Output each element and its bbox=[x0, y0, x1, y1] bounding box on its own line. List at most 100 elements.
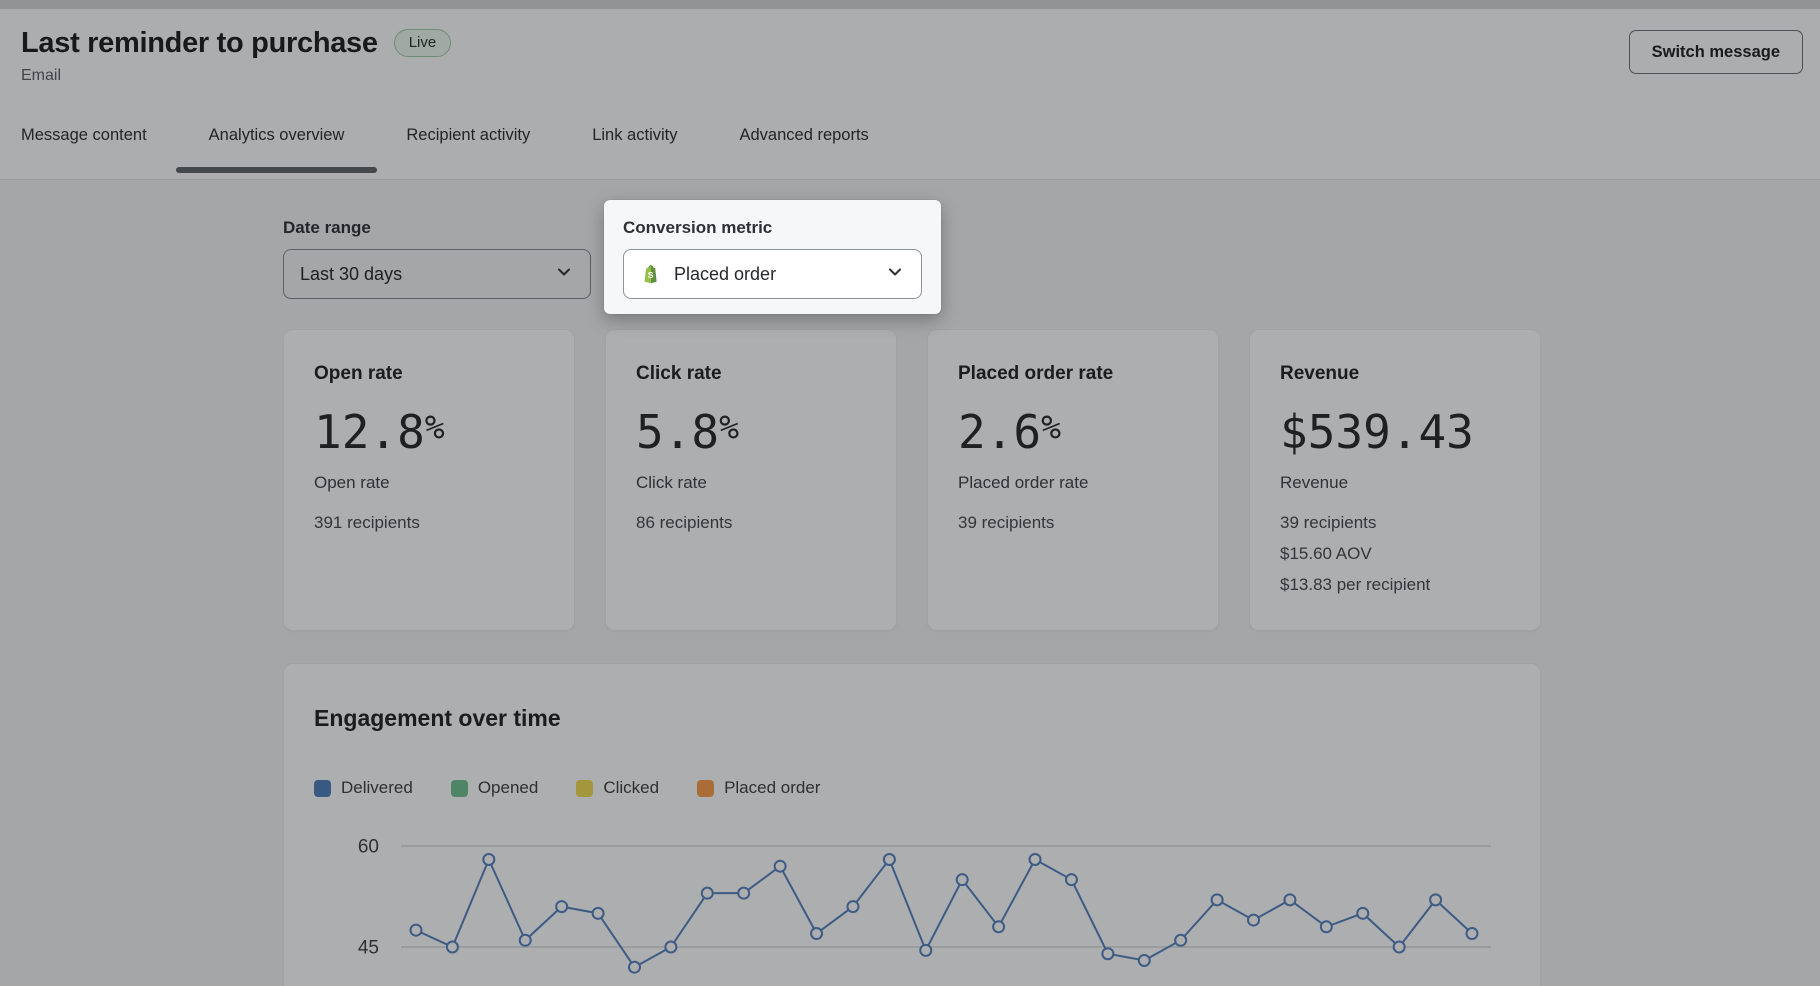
data-point[interactable] bbox=[700, 886, 714, 900]
legend-item-clicked[interactable]: Clicked bbox=[576, 778, 659, 798]
engagement-over-time-card: Engagement over time Delivered Opened Clic… bbox=[283, 663, 1541, 986]
conversion-metric-spotlight: Conversion metric S Placed order bbox=[604, 200, 941, 314]
data-point[interactable] bbox=[591, 906, 605, 920]
metric-card-subtitle: Placed order rate bbox=[958, 473, 1089, 492]
chevron-down-icon bbox=[885, 262, 905, 287]
data-point[interactable] bbox=[409, 923, 423, 937]
metric-card-title: Open rate bbox=[314, 363, 403, 384]
metric-card-details: 39 recipients $15.60 AOV $13.83 per recipi… bbox=[1280, 507, 1510, 600]
tab-link-activity[interactable]: Link activity bbox=[592, 126, 678, 144]
metric-value-suffix: % bbox=[719, 407, 740, 447]
legend-label: Delivered bbox=[341, 778, 413, 797]
data-point[interactable] bbox=[1174, 933, 1188, 947]
data-point[interactable] bbox=[1465, 927, 1479, 941]
metric-card-click-rate: Click rate 5.8% Click rate 86 recipients bbox=[605, 329, 897, 631]
data-point[interactable] bbox=[1319, 920, 1333, 934]
data-point[interactable] bbox=[810, 927, 824, 941]
data-point[interactable] bbox=[445, 940, 459, 954]
page-header: Last reminder to purchase Live Email Swi… bbox=[0, 9, 1820, 180]
data-point[interactable] bbox=[846, 900, 860, 914]
data-point[interactable] bbox=[1247, 913, 1261, 927]
metric-card-details: 391 recipients bbox=[314, 507, 544, 538]
svg-text:S: S bbox=[648, 270, 654, 280]
metric-card-placed-order-rate: Placed order rate 2.6% Placed order rate 39… bbox=[927, 329, 1219, 631]
tab-recipient-activity[interactable]: Recipient activity bbox=[406, 126, 531, 144]
conversion-metric-select[interactable]: S Placed order bbox=[623, 249, 922, 299]
data-point[interactable] bbox=[773, 859, 787, 873]
data-point[interactable] bbox=[627, 960, 641, 974]
legend-label: Opened bbox=[477, 778, 539, 797]
legend-item-delivered[interactable]: Delivered bbox=[314, 778, 413, 798]
metric-detail-line: 391 recipients bbox=[314, 513, 420, 532]
metric-detail-line: 86 recipients bbox=[636, 513, 733, 532]
metric-detail-line: $15.60 AOV bbox=[1280, 544, 1372, 563]
filter-controls: Date range Last 30 days Conversion metri… bbox=[0, 180, 1820, 314]
data-point[interactable] bbox=[1137, 953, 1151, 967]
date-range-select[interactable]: Last 30 days bbox=[283, 249, 591, 299]
metric-card-subtitle: Click rate bbox=[636, 473, 707, 492]
legend-item-opened[interactable]: Opened bbox=[450, 778, 539, 798]
metric-card-title: Placed order rate bbox=[958, 363, 1114, 384]
metric-cards-row: Open rate 12.8% Open rate 391 recipients Cli… bbox=[283, 329, 1820, 631]
metric-detail-line: 39 recipients bbox=[1280, 513, 1377, 532]
data-point[interactable] bbox=[482, 852, 496, 866]
date-range-group: Date range Last 30 days bbox=[283, 200, 591, 299]
chart-legend: Delivered Opened Clicked Placed order bbox=[314, 778, 1510, 798]
data-point[interactable] bbox=[955, 873, 969, 887]
status-badge: Live bbox=[393, 29, 452, 57]
data-point[interactable] bbox=[919, 943, 933, 957]
tab-advanced-reports[interactable]: Advanced reports bbox=[739, 126, 869, 144]
data-point[interactable] bbox=[1283, 893, 1297, 907]
data-point[interactable] bbox=[1429, 893, 1443, 907]
conversion-metric-label: Conversion metric bbox=[623, 218, 773, 237]
legend-label: Placed order bbox=[724, 778, 821, 797]
metric-card-open-rate: Open rate 12.8% Open rate 391 recipients bbox=[283, 329, 575, 631]
data-point[interactable] bbox=[1392, 940, 1406, 954]
analytics-content: Date range Last 30 days Conversion metri… bbox=[0, 180, 1820, 986]
chart-title: Engagement over time bbox=[314, 705, 561, 731]
metric-card-value: 2.6% bbox=[958, 405, 1062, 459]
data-point[interactable] bbox=[1064, 873, 1078, 887]
page-title: Last reminder to purchase bbox=[21, 26, 378, 59]
metric-value-suffix: % bbox=[424, 407, 445, 447]
tab-message-content[interactable]: Message content bbox=[21, 126, 147, 144]
data-point[interactable] bbox=[1028, 852, 1042, 866]
data-point[interactable] bbox=[1356, 906, 1370, 920]
data-point[interactable] bbox=[555, 900, 569, 914]
legend-label: Clicked bbox=[603, 778, 660, 797]
metric-card-subtitle: Open rate bbox=[314, 473, 390, 492]
data-point[interactable] bbox=[518, 933, 532, 947]
channel-subtitle: Email bbox=[21, 67, 62, 84]
data-point[interactable] bbox=[1210, 893, 1224, 907]
conversion-metric-value: Placed order bbox=[674, 263, 777, 284]
metric-detail-line: $13.83 per recipient bbox=[1280, 575, 1431, 594]
metric-card-details: 39 recipients bbox=[958, 507, 1188, 538]
legend-swatch bbox=[314, 779, 331, 797]
shopify-bag-icon: S bbox=[640, 263, 662, 285]
chevron-down-icon bbox=[554, 262, 574, 287]
y-tick-label: 45 bbox=[358, 938, 379, 959]
metric-card-subtitle: Revenue bbox=[1280, 473, 1349, 492]
switch-message-button[interactable]: Switch message bbox=[1628, 30, 1803, 74]
data-point[interactable] bbox=[882, 852, 896, 866]
metric-card-value: 5.8% bbox=[636, 405, 740, 459]
engagement-chart-svg: 60 45 bbox=[358, 837, 1491, 974]
metric-card-value: 12.8% bbox=[314, 405, 445, 459]
window-top-strip bbox=[0, 0, 1820, 9]
legend-swatch bbox=[450, 779, 468, 797]
legend-swatch bbox=[576, 779, 594, 797]
date-range-value: Last 30 days bbox=[300, 263, 403, 284]
tab-analytics-overview[interactable]: Analytics overview bbox=[175, 126, 378, 173]
metric-card-revenue: Revenue $539.43 Revenue 39 recipients $15.60… bbox=[1249, 329, 1541, 631]
metric-card-title: Click rate bbox=[636, 363, 722, 384]
data-point[interactable] bbox=[1101, 947, 1115, 961]
legend-item-placed-order[interactable]: Placed order bbox=[697, 778, 820, 798]
data-point[interactable] bbox=[992, 920, 1006, 934]
data-point[interactable] bbox=[737, 886, 751, 900]
title-row: Last reminder to purchase Live bbox=[21, 25, 1820, 61]
metric-card-title: Revenue bbox=[1280, 363, 1360, 384]
data-point[interactable] bbox=[664, 940, 678, 954]
metric-card-value: $539.43 bbox=[1280, 405, 1474, 459]
metric-card-details: 86 recipients bbox=[636, 507, 866, 538]
